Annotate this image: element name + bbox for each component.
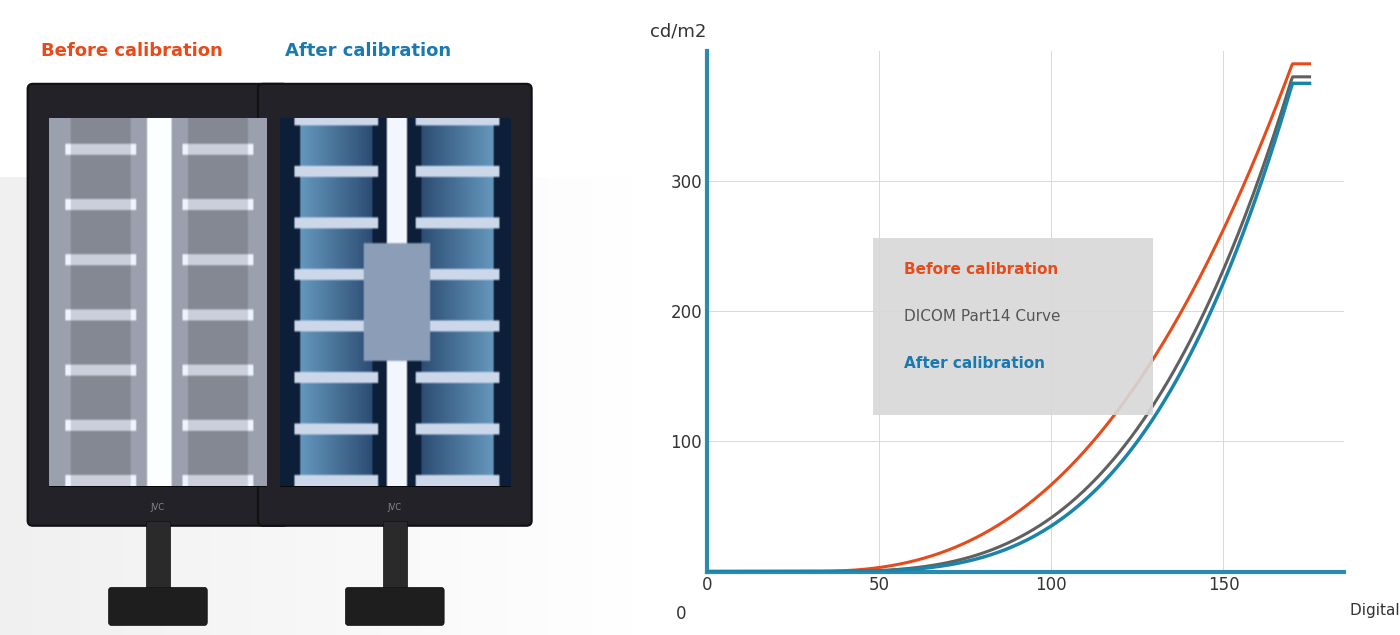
Text: cd/m2: cd/m2 <box>650 22 706 41</box>
Text: After calibration: After calibration <box>286 42 452 60</box>
Text: JVC: JVC <box>388 504 402 512</box>
Bar <box>280 119 510 486</box>
Text: JVC: JVC <box>151 504 165 512</box>
Text: DICOM Part14 Curve: DICOM Part14 Curve <box>904 309 1061 324</box>
FancyBboxPatch shape <box>109 587 207 625</box>
Text: After calibration: After calibration <box>904 356 1046 371</box>
Bar <box>384 521 406 597</box>
Bar <box>49 119 266 486</box>
Bar <box>146 521 169 597</box>
FancyBboxPatch shape <box>28 84 288 526</box>
FancyBboxPatch shape <box>346 587 444 625</box>
Text: Before calibration: Before calibration <box>904 262 1058 277</box>
FancyBboxPatch shape <box>258 84 532 526</box>
Text: Digital Driving (0-255): Digital Driving (0-255) <box>1351 603 1400 618</box>
Text: 0: 0 <box>676 605 687 624</box>
Text: Before calibration: Before calibration <box>41 42 223 60</box>
FancyBboxPatch shape <box>872 238 1154 415</box>
